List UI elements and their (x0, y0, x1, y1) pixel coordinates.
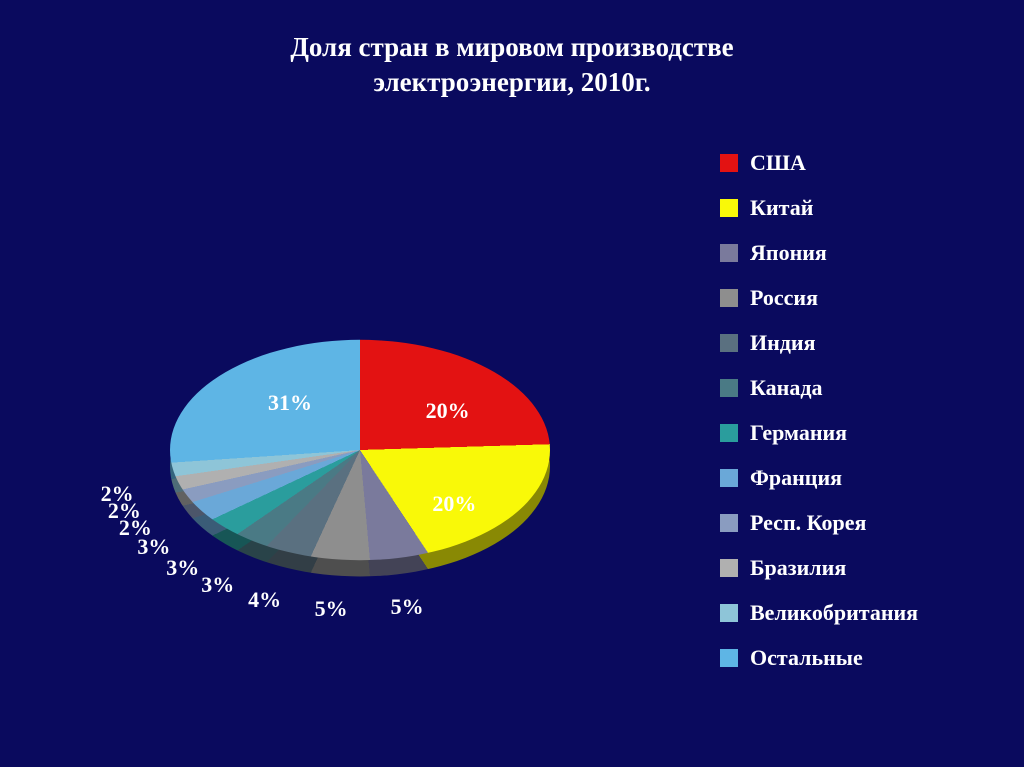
legend-label: Остальные (750, 645, 863, 671)
legend-item: Индия (720, 330, 1000, 356)
legend-label: Респ. Корея (750, 510, 866, 536)
legend-item: Россия (720, 285, 1000, 311)
slice-label: 3% (166, 555, 199, 581)
legend-label: Китай (750, 195, 813, 221)
legend-swatch (720, 334, 738, 352)
slice-label: 2% (101, 481, 134, 507)
legend-item: Респ. Корея (720, 510, 1000, 536)
legend-label: Канада (750, 375, 822, 401)
title-line2: электроэнергии, 2010г. (373, 67, 650, 97)
pie-top (170, 340, 550, 560)
title-line1: Доля стран в мировом производстве (290, 32, 733, 62)
pie-wrap (170, 340, 550, 560)
legend-swatch (720, 649, 738, 667)
slice-label: 3% (201, 572, 234, 598)
legend-swatch (720, 424, 738, 442)
chart-title: Доля стран в мировом производстве электр… (0, 30, 1024, 100)
legend-label: США (750, 150, 806, 176)
legend-swatch (720, 289, 738, 307)
legend-swatch (720, 244, 738, 262)
legend-swatch (720, 379, 738, 397)
legend-item: Китай (720, 195, 1000, 221)
pie-chart: 20%20%5%5%4%3%3%3%2%2%2%31% (60, 200, 660, 700)
legend-item: Канада (720, 375, 1000, 401)
slice-label: 31% (268, 390, 312, 416)
legend-item: Япония (720, 240, 1000, 266)
legend-swatch (720, 514, 738, 532)
legend: США Китай Япония Россия Индия Канада Германия Ф… (720, 150, 1000, 690)
legend-label: Франция (750, 465, 842, 491)
slice-label: 5% (391, 594, 424, 620)
legend-item: Франция (720, 465, 1000, 491)
legend-item: Бразилия (720, 555, 1000, 581)
legend-swatch (720, 604, 738, 622)
legend-swatch (720, 199, 738, 217)
legend-item: США (720, 150, 1000, 176)
legend-swatch (720, 469, 738, 487)
legend-item: Великобритания (720, 600, 1000, 626)
slice-label: 20% (426, 398, 470, 424)
slice-label: 4% (248, 587, 281, 613)
legend-label: Германия (750, 420, 847, 446)
legend-label: Великобритания (750, 600, 918, 626)
legend-swatch (720, 154, 738, 172)
legend-item: Остальные (720, 645, 1000, 671)
legend-label: Россия (750, 285, 818, 311)
slice-label: 20% (432, 491, 476, 517)
legend-label: Япония (750, 240, 827, 266)
slice-label: 5% (315, 596, 348, 622)
legend-label: Индия (750, 330, 816, 356)
legend-label: Бразилия (750, 555, 846, 581)
legend-item: Германия (720, 420, 1000, 446)
legend-swatch (720, 559, 738, 577)
